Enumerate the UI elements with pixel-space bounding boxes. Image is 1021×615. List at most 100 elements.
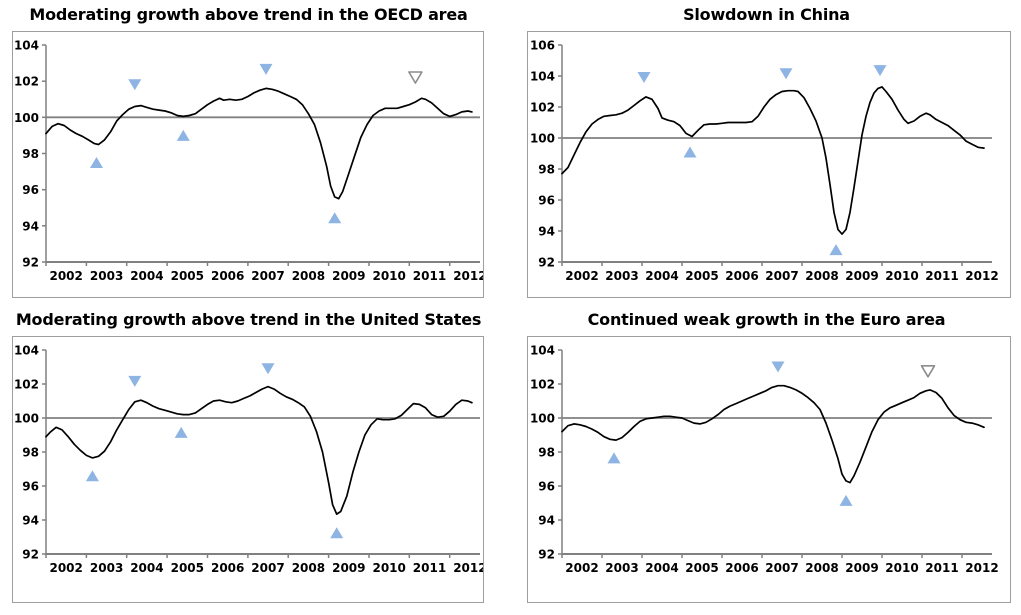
x-tick-label: 2006: [725, 269, 758, 283]
x-tick-label: 2011: [925, 561, 958, 575]
peak-marker: [128, 79, 142, 91]
trough-marker: [607, 452, 621, 464]
trough-marker: [330, 527, 344, 539]
x-tick-label: 2006: [211, 269, 244, 283]
x-tick-label: 2004: [130, 269, 163, 283]
y-tick-label: 94: [538, 225, 555, 239]
trough-marker: [90, 157, 103, 168]
chart-title-china: Slowdown in China: [683, 5, 850, 24]
x-axis: 2002 2003 2004 2005 2006 2007 2008 2009 2010 2011…: [561, 261, 999, 283]
x-tick-label: 2003: [90, 561, 123, 575]
y-tick-label: 98: [22, 446, 39, 460]
x-tick-label: 2009: [845, 561, 878, 575]
y-axis: 92 94 96 98 100 102 104: [14, 344, 47, 562]
x-tick-label: 2012: [453, 269, 483, 283]
y-axis: 92 94 96 98 100 102 104 106: [530, 39, 563, 270]
chart-canvas-china: 92 94 96 98 100 102 104 106 2002 2003 2004 2005 2006…: [530, 39, 999, 284]
y-tick-label: 92: [538, 256, 555, 270]
y-tick-label: 94: [22, 514, 39, 528]
y-tick-label: 92: [22, 548, 39, 562]
y-tick-label: 102: [530, 378, 555, 392]
x-tick-label: 2010: [885, 561, 918, 575]
peak-marker: [637, 72, 651, 83]
y-tick-label: 96: [22, 480, 39, 494]
cli-line: [45, 385, 473, 515]
y-tick-label: 102: [14, 75, 39, 89]
cli-line: [45, 87, 473, 200]
y-tick-label: 100: [14, 412, 39, 426]
x-tick-label: 2002: [49, 269, 82, 283]
y-tick-label: 94: [22, 219, 39, 233]
peak-marker: [259, 63, 273, 75]
y-tick-label: 104: [530, 344, 555, 358]
y-tick-label: 104: [14, 344, 39, 358]
x-tick-label: 2002: [49, 561, 82, 575]
peak-marker: [128, 375, 142, 387]
x-tick-label: 2005: [685, 561, 718, 575]
x-tick-label: 2006: [211, 561, 244, 575]
trough-marker: [176, 129, 190, 141]
chart-title-euro: Continued weak growth in the Euro area: [587, 310, 946, 329]
x-tick-label: 2008: [292, 269, 325, 283]
x-tick-label: 2006: [725, 561, 758, 575]
y-tick-label: 94: [538, 514, 555, 528]
x-tick-label: 2011: [413, 561, 446, 575]
y-tick-label: 96: [538, 194, 555, 208]
x-tick-label: 2005: [685, 269, 718, 283]
x-axis: 2002 2003 2004 2005 2006 2007 2008 2009 2010 2011…: [45, 261, 487, 283]
x-tick-label: 2012: [965, 561, 998, 575]
x-tick-label: 2009: [845, 269, 878, 283]
x-axis: 2002 2003 2004 2005 2006 2007 2008 2009 2010 2011…: [561, 553, 999, 575]
y-tick-label: 92: [538, 548, 555, 562]
peak-marker: [261, 363, 275, 375]
x-tick-label: 2008: [805, 269, 838, 283]
trough-marker: [829, 244, 843, 256]
y-tick-label: 98: [22, 147, 39, 161]
x-tick-label: 2003: [605, 269, 638, 283]
x-tick-label: 2008: [805, 561, 838, 575]
x-tick-label: 2010: [372, 561, 405, 575]
peak-marker: [771, 361, 785, 373]
chart-title-oecd: Moderating growth above trend in the OEC…: [29, 5, 468, 24]
chart-panel-euro: 92 94 96 98 100 102 104 2002 2003 2004 2005 2006 200…: [527, 336, 1011, 603]
peak-marker: [779, 68, 793, 80]
x-tick-label: 2010: [372, 269, 405, 283]
y-tick-label: 98: [538, 163, 555, 177]
trough-marker: [85, 470, 99, 482]
x-tick-label: 2002: [565, 561, 598, 575]
y-tick-label: 100: [530, 132, 555, 146]
chart-panel-oecd: 92 94 96 98 100 102 104 2002 2003 2004 2005 2006 200…: [12, 31, 487, 298]
y-tick-label: 96: [22, 183, 39, 197]
x-tick-label: 2007: [251, 269, 284, 283]
y-tick-label: 104: [530, 70, 555, 84]
x-tick-label: 2002: [565, 269, 598, 283]
trough-marker: [174, 426, 188, 438]
x-tick-label: 2012: [965, 269, 998, 283]
x-tick-label: 2007: [765, 561, 798, 575]
x-tick-label: 2011: [413, 269, 446, 283]
y-tick-label: 106: [530, 39, 555, 53]
y-axis: 92 94 96 98 100 102 104: [530, 344, 563, 562]
chart-panel-us: 92 94 96 98 100 102 104 2002 2003 2004 2005 2006 200…: [12, 336, 487, 603]
peak-marker: [873, 65, 887, 77]
provisional-peak-marker: [408, 71, 423, 84]
cli-line: [561, 86, 985, 235]
x-tick-label: 2005: [171, 561, 204, 575]
provisional-peak-marker: [920, 365, 936, 378]
x-axis: 2002 2003 2004 2005 2006 2007 2008 2009 2010 2011…: [45, 553, 487, 575]
y-tick-label: 92: [22, 256, 39, 270]
x-tick-label: 2010: [885, 269, 918, 283]
x-tick-label: 2003: [90, 269, 123, 283]
x-tick-label: 2004: [645, 269, 678, 283]
y-tick-label: 96: [538, 480, 555, 494]
x-tick-label: 2005: [171, 269, 204, 283]
trough-marker: [328, 212, 342, 224]
chart-panel-china: 92 94 96 98 100 102 104 106 2002 2003 2004 2005 2006…: [527, 31, 1011, 298]
x-tick-label: 2011: [925, 269, 958, 283]
x-tick-label: 2012: [453, 561, 483, 575]
x-tick-label: 2007: [765, 269, 798, 283]
x-tick-label: 2003: [605, 561, 638, 575]
